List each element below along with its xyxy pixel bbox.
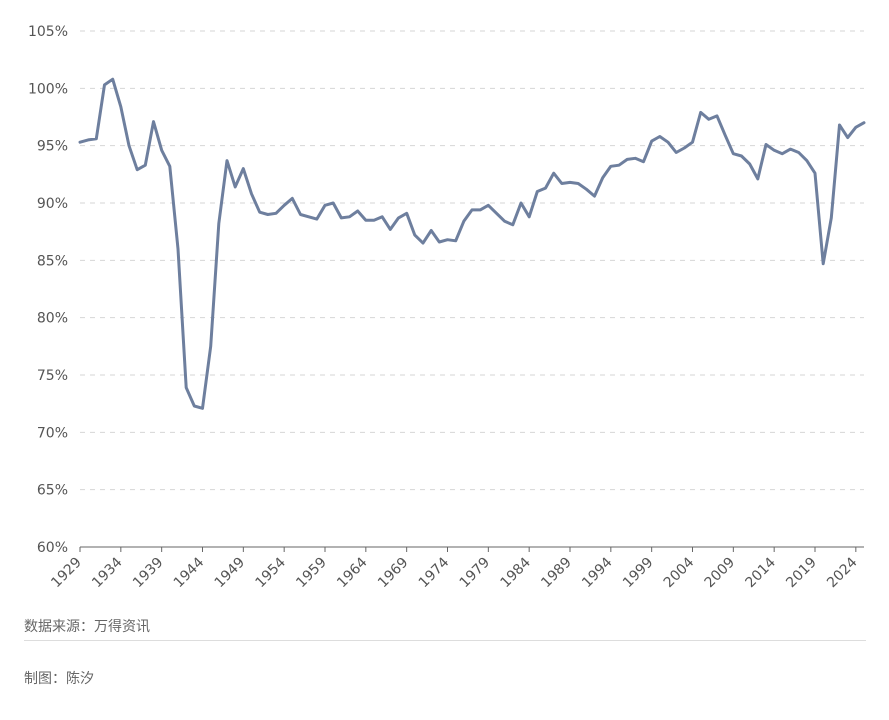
y-axis-labels: 60% 65% 70% 75% 80% 85% 90% 95% 100% 105% — [28, 24, 68, 556]
y-tick-label-85: 85% — [37, 253, 68, 269]
footer-divider — [24, 640, 866, 641]
x-tick-label-1954: 1954 — [252, 554, 289, 591]
x-tick-label-2014: 2014 — [742, 554, 779, 591]
x-tick-label-2024: 2024 — [824, 554, 861, 591]
x-tick-label-1984: 1984 — [497, 554, 534, 591]
y-tick-label-80: 80% — [37, 311, 68, 327]
x-tick-label-1929: 1929 — [48, 555, 85, 592]
series-line-ratio — [78, 77, 866, 410]
x-tick-label-1949: 1949 — [212, 555, 249, 592]
x-tick-label-1989: 1989 — [538, 555, 575, 592]
y-tick-label-70: 70% — [37, 425, 68, 441]
line-chart: 60%65%70%75%80%85%90%95%100%105% 1929 193… — [28, 24, 866, 591]
grid-lines — [80, 30, 864, 491]
series-layer — [78, 77, 866, 410]
x-tick-label-1974: 1974 — [416, 554, 453, 591]
chart-author-note: 制图：陈汐 — [24, 671, 94, 687]
x-tick-label-2019: 2019 — [783, 555, 820, 592]
x-tick-label-1959: 1959 — [293, 555, 330, 592]
x-tick-label-2009: 2009 — [702, 555, 739, 592]
y-tick-label-95: 95% — [37, 139, 68, 155]
x-tick-label-1999: 1999 — [620, 555, 657, 592]
x-tick-label-1934: 1934 — [89, 554, 126, 591]
x-axis-ticks — [79, 547, 857, 552]
data-source-note: 数据来源：万得资讯 — [24, 619, 150, 635]
y-tick-label-105: 105% — [28, 24, 68, 40]
y-tick-label-60: 60% — [37, 540, 68, 556]
y-tick-label-75: 75% — [37, 368, 68, 384]
x-tick-label-1979: 1979 — [457, 555, 494, 592]
x-tick-label-1944: 1944 — [171, 554, 208, 591]
x-tick-label-1964: 1964 — [334, 554, 371, 591]
x-tick-label-2004: 2004 — [661, 554, 698, 591]
y-tick-label-100: 100% — [28, 81, 68, 97]
x-tick-label-1939: 1939 — [130, 555, 167, 592]
y-tick-label-90: 90% — [37, 196, 68, 212]
x-tick-label-1994: 1994 — [579, 554, 616, 591]
y-tick-label-65: 65% — [37, 483, 68, 499]
x-axis-labels: 1929 1934 1939 1944 1949 1954 1959 1964 1969 1974… — [48, 554, 860, 591]
x-tick-label-1969: 1969 — [375, 555, 412, 592]
